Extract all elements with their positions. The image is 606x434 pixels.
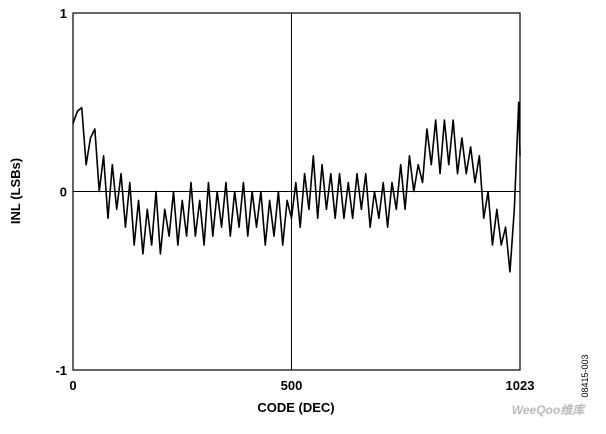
watermark: WeeQoo维库	[512, 403, 586, 417]
y-tick-label: -1	[55, 363, 67, 378]
figure-id: 08415-003	[580, 354, 590, 397]
y-tick-label: 0	[60, 185, 67, 200]
y-axis-label: INL (LSBs)	[8, 158, 23, 224]
x-tick-label: 0	[69, 378, 76, 393]
x-tick-label: 500	[281, 378, 303, 393]
x-axis-label: CODE (DEC)	[257, 400, 334, 415]
x-tick-label: 1023	[506, 378, 535, 393]
y-tick-label: 1	[60, 6, 67, 21]
data-line	[72, 101, 521, 273]
